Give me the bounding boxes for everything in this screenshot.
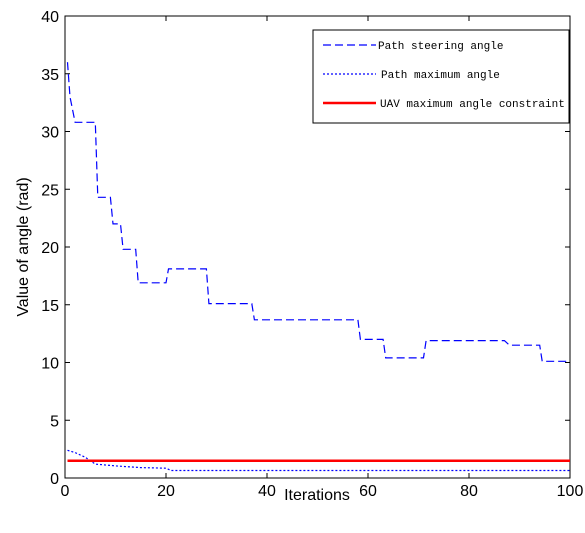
y-tick-label: 5 [50,413,59,430]
y-tick-label: 10 [41,356,59,373]
y-tick-label: 35 [41,67,59,84]
x-tick-label: 20 [157,483,175,500]
x-tick-label: 80 [460,483,478,500]
series-line-path-maximum-angle [67,449,570,472]
x-axis-title: Iterations [284,487,350,504]
legend-box [312,29,570,124]
y-tick-label: 25 [41,182,59,199]
y-tick-label: 40 [41,9,59,26]
series-layer [66,62,570,472]
x-axis-ticks: 0 20 40 60 80 100 [61,16,584,500]
legend-label-uav-maximum-angle-constraint: UAV maximum angle constraint [380,99,565,111]
x-tick-label: 0 [61,483,70,500]
y-tick-label: 30 [41,125,59,142]
legend: Path steering angle Path maximum angle U… [312,29,570,124]
x-tick-label: 60 [359,483,377,500]
y-axis-title: Value of angle (rad) [15,177,32,316]
y-axis-ticks: 0 5 10 15 20 25 30 35 40 [41,9,570,488]
y-tick-label: 20 [41,240,59,257]
x-tick-label: 40 [258,483,276,500]
y-tick-label: 0 [50,471,59,488]
series-line-path-steering-angle [66,62,570,362]
x-tick-label: 100 [557,483,584,500]
y-tick-label: 15 [41,298,59,315]
legend-label-path-steering-angle: Path steering angle [378,41,503,53]
legend-label-path-maximum-angle: Path maximum angle [381,70,500,82]
